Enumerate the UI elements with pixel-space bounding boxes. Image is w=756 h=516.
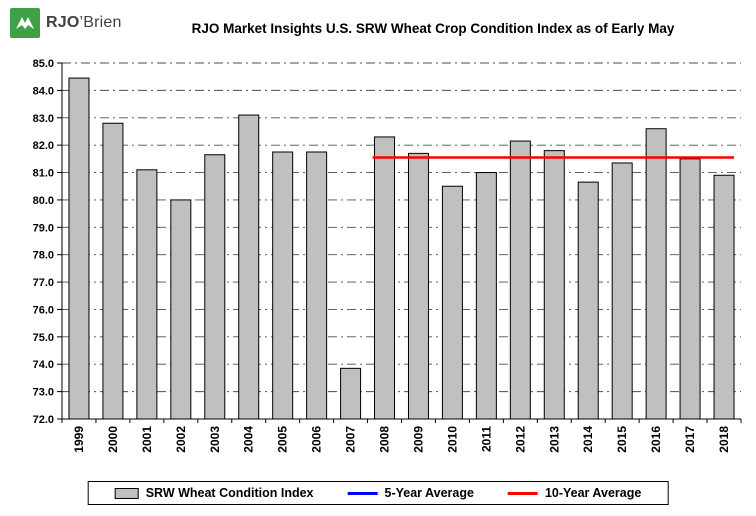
y-tick-label: 83.0 (33, 113, 54, 125)
y-tick-label: 76.0 (33, 304, 54, 316)
x-tick-label-2004: 2004 (242, 426, 256, 453)
x-tick-label-2012: 2012 (513, 426, 527, 453)
bar-1999 (68, 77, 90, 420)
bar-2003 (204, 154, 226, 420)
bar-2008 (374, 136, 396, 420)
bar-2007 (340, 367, 362, 420)
y-tick-label: 84.0 (33, 85, 54, 97)
y-tick-label: 73.0 (33, 387, 54, 399)
legend-item-condition-index: SRW Wheat Condition Index (114, 486, 314, 500)
chart-svg: 72.0 73.0 74.0 75.0 76.0 77.0 78.0 79.0 80.0 81.0… (33, 58, 742, 453)
x-tick-label-2006: 2006 (310, 426, 324, 453)
y-tick-label: 81.0 (33, 168, 54, 180)
legend-label-10yr-average: 10-Year Average (544, 486, 642, 500)
bar-2002 (170, 199, 192, 420)
bar-2010 (441, 185, 463, 420)
y-tick-label: 80.0 (33, 195, 54, 207)
chart-legend: SRW Wheat Condition Index 5-Year Average… (87, 481, 669, 505)
x-tick-label-2010: 2010 (445, 426, 459, 453)
y-tick-label: 78.0 (33, 250, 54, 262)
legend-swatch-5yr-line (347, 491, 378, 495)
bar-2001 (136, 169, 158, 420)
x-tick-label-2015: 2015 (615, 426, 629, 453)
bar-2005 (272, 151, 294, 420)
legend-swatch-bar (114, 487, 139, 499)
rjo-logo-icon (10, 8, 40, 38)
legend-label-5yr-average: 5-Year Average (384, 486, 474, 500)
x-tick-label-2011: 2011 (479, 426, 493, 452)
x-tick-label-2016: 2016 (649, 426, 663, 453)
bar-2012 (509, 140, 531, 420)
bar-2014 (577, 181, 599, 420)
y-tick-label: 85.0 (33, 58, 54, 70)
legend-item-10yr-average: 10-Year Average (507, 486, 642, 500)
y-tick-label: 77.0 (33, 277, 54, 289)
x-tick-label-2000: 2000 (106, 426, 120, 453)
bar-2013 (543, 150, 565, 420)
x-tick-label-2005: 2005 (276, 426, 290, 453)
x-tick-label-2017: 2017 (683, 426, 697, 453)
y-tick-label: 79.0 (33, 222, 54, 234)
x-tick-label-2002: 2002 (174, 426, 188, 453)
bar-2017 (679, 158, 701, 420)
y-tick-label: 75.0 (33, 332, 54, 344)
bar-2016 (645, 128, 667, 420)
x-tick-label-2014: 2014 (581, 426, 595, 453)
brand-prefix: RJO (46, 14, 80, 31)
x-tick-label-2003: 2003 (208, 426, 222, 453)
bar-2011 (475, 172, 497, 420)
y-tick-label: 72.0 (33, 414, 54, 426)
bar-2015 (611, 162, 633, 420)
x-tick-label-2007: 2007 (344, 426, 358, 453)
y-tick-label: 74.0 (33, 359, 54, 371)
brand-name: RJO’Brien (46, 14, 122, 32)
x-tick-label-2018: 2018 (717, 426, 731, 453)
x-tick-label-2001: 2001 (140, 426, 154, 453)
x-tick-label-2013: 2013 (547, 426, 561, 453)
bar-2000 (102, 122, 124, 420)
legend-swatch-10yr-line (507, 491, 538, 495)
chart-title: RJO Market Insights U.S. SRW Wheat Crop … (191, 21, 675, 36)
x-tick-label-2008: 2008 (378, 426, 392, 453)
x-tick-label-2009: 2009 (411, 426, 425, 453)
rjo-obrien-logo: RJO’Brien (10, 8, 122, 38)
y-tick-label: 82.0 (33, 140, 54, 152)
bar-2009 (407, 152, 429, 420)
legend-label-condition-index: SRW Wheat Condition Index (145, 486, 314, 500)
bar-2006 (306, 151, 328, 420)
bar-2018 (713, 174, 735, 420)
legend-item-5yr-average: 5-Year Average (347, 486, 474, 500)
bar-2004 (238, 114, 260, 420)
x-tick-label-1999: 1999 (72, 426, 86, 453)
brand-suffix: ’Brien (79, 14, 122, 31)
